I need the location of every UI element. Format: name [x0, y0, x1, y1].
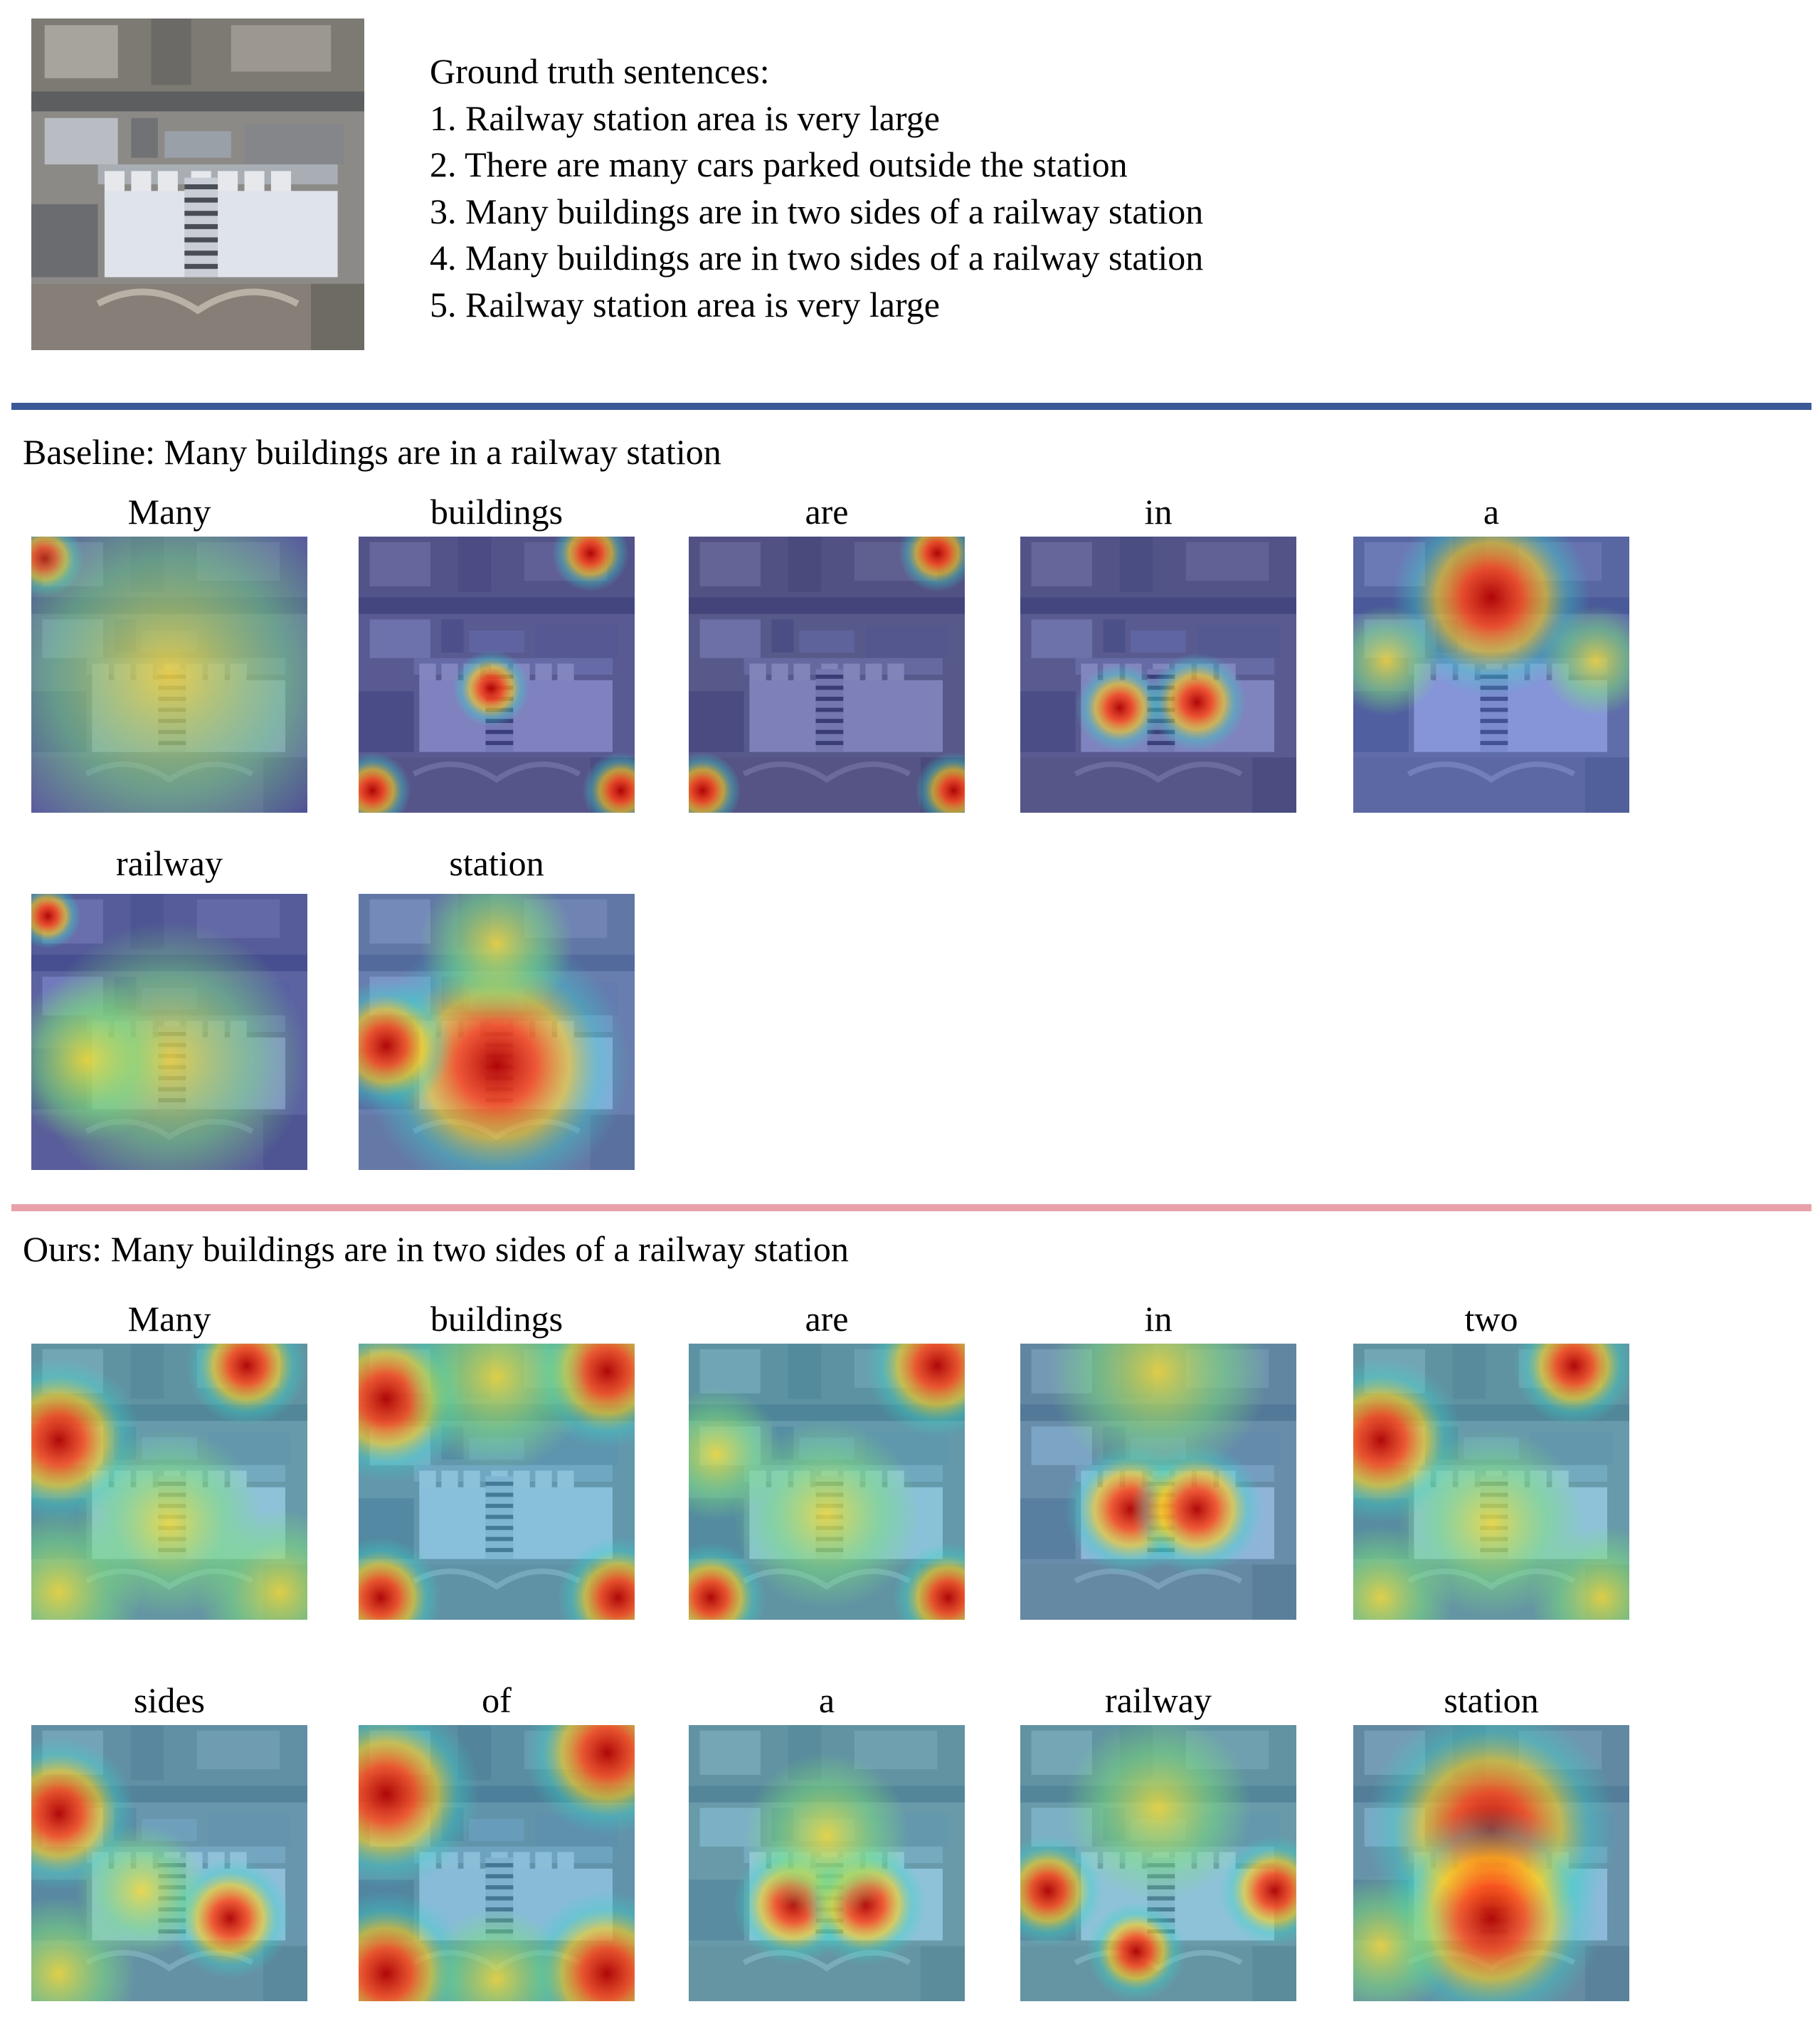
baseline-word-label: are	[805, 492, 849, 532]
ours-attention-map	[1020, 1725, 1296, 2001]
ours-attention-map	[359, 1344, 635, 1620]
ours-attention-map	[31, 1725, 307, 2001]
ours-word-label: two	[1464, 1299, 1518, 1339]
ground-truth-image	[31, 19, 364, 350]
ours-word-label: station	[1444, 1680, 1539, 1720]
ours-attention-map	[689, 1725, 965, 2001]
ours-attention-map	[1353, 1344, 1629, 1620]
baseline-attention-map	[31, 537, 307, 813]
baseline-divider	[11, 403, 1811, 410]
ours-divider	[11, 1204, 1811, 1211]
baseline-caption: Baseline: Many buildings are in a railwa…	[23, 432, 721, 472]
ours-caption: Ours: Many buildings are in two sides of…	[23, 1229, 849, 1269]
ours-attention-map	[1353, 1725, 1629, 2001]
baseline-word-label: Many	[127, 492, 211, 532]
baseline-attention-map	[359, 894, 635, 1170]
ground-truth-sentence-1: 1. Railway station area is very large	[430, 97, 940, 138]
ours-attention-map	[359, 1725, 635, 2001]
ours-word-label: of	[482, 1680, 512, 1720]
baseline-attention-map	[1353, 537, 1629, 813]
baseline-attention-map	[359, 537, 635, 813]
ours-word-label: Many	[127, 1299, 211, 1339]
ours-word-label: are	[805, 1299, 849, 1339]
baseline-attention-map	[31, 894, 307, 1170]
baseline-word-label: buildings	[430, 492, 564, 532]
ground-truth-sentences: Ground truth sentences: 1. Railway stati…	[430, 48, 1203, 328]
ours-word-label: sides	[134, 1680, 205, 1720]
ours-word-label: in	[1144, 1299, 1173, 1339]
ours-word-label: railway	[1105, 1680, 1212, 1720]
ours-word-label: a	[818, 1680, 835, 1720]
ground-truth-sentence-5: 5. Railway station area is very large	[430, 284, 940, 325]
ground-truth-heading: Ground truth sentences:	[430, 51, 770, 91]
baseline-word-label: a	[1483, 492, 1500, 532]
ours-attention-map	[1020, 1344, 1296, 1620]
baseline-attention-map	[689, 537, 965, 813]
ours-attention-map	[689, 1344, 965, 1620]
baseline-word-label: railway	[116, 843, 223, 883]
ground-truth-sentence-4: 4. Many buildings are in two sides of a …	[430, 238, 1204, 278]
baseline-attention-map	[1020, 537, 1296, 813]
ours-attention-map	[31, 1344, 307, 1620]
ours-word-label: buildings	[430, 1299, 564, 1339]
ground-truth-sentence-3: 3. Many buildings are in two sides of a …	[430, 191, 1204, 231]
baseline-word-label: in	[1144, 492, 1173, 532]
ground-truth-sentence-2: 2. There are many cars parked outside th…	[430, 144, 1128, 184]
baseline-word-label: station	[449, 843, 544, 883]
